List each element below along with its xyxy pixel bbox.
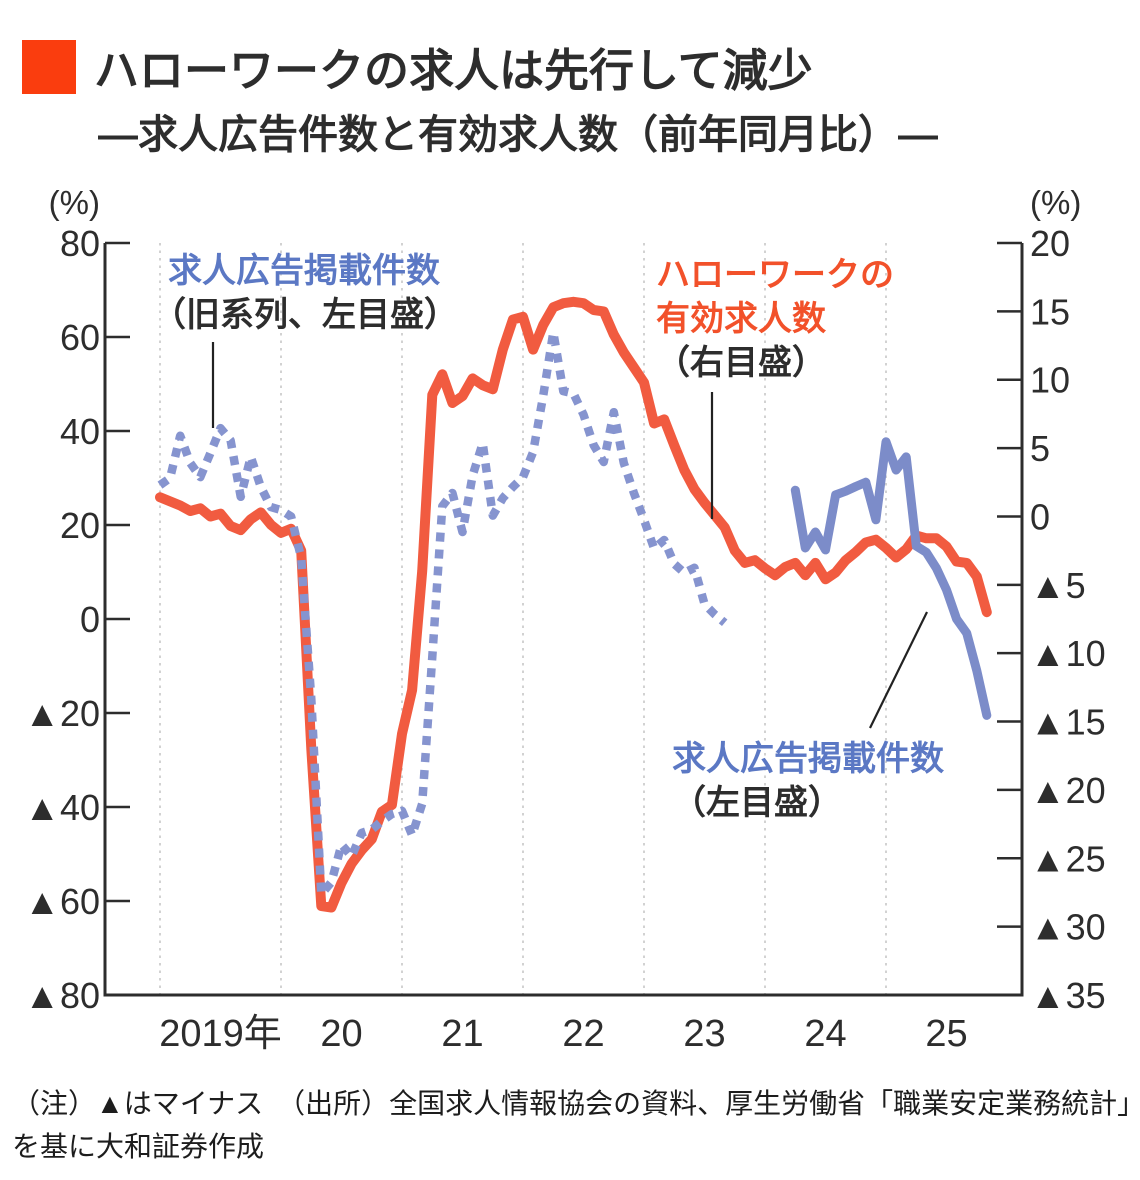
x-axis-label: 24 — [804, 1013, 846, 1055]
left-tick-label: ▲80 — [24, 975, 100, 1016]
right-tick-label: 5 — [1030, 428, 1050, 469]
right-tick-label: ▲5 — [1030, 565, 1086, 606]
right-tick-label: ▲15 — [1030, 702, 1106, 743]
series-job-ads-new-line — [790, 437, 992, 720]
footnote-line-1: （注）▲はマイナス （出所）全国求人情報協会の資料、厚生労働省「職業安定業務統計… — [12, 1088, 1140, 1119]
series-hw-effective-openings-line — [155, 296, 992, 913]
right-tick-label: ▲10 — [1030, 633, 1106, 674]
right-tick-label: ▲25 — [1030, 838, 1106, 879]
annotation-connector-line — [869, 611, 928, 729]
series-job-ads-old-line — [157, 328, 728, 899]
x-axis-label: 23 — [683, 1013, 725, 1055]
left-tick-label: 0 — [80, 599, 100, 640]
left-tick-label: ▲60 — [24, 881, 100, 922]
right-tick-label: 0 — [1030, 496, 1050, 537]
left-tick-label: 20 — [60, 505, 100, 546]
footnote-line-2: を基に大和証券作成 — [12, 1131, 265, 1163]
right-tick-label: 15 — [1030, 291, 1070, 332]
title-accent-square — [22, 40, 76, 94]
left-tick-label: ▲40 — [24, 787, 100, 828]
right-tick-label: ▲35 — [1030, 975, 1106, 1016]
page-title: ハローワークの求人は先行して減少 — [94, 45, 813, 96]
left-axis-unit: (%) — [49, 184, 100, 221]
right-tick-label: ▲20 — [1030, 770, 1106, 811]
label-new-series-1: 求人広告掲載件数 — [672, 740, 944, 778]
label-hw-3: （右目盛） — [656, 343, 826, 382]
x-axis-label: 21 — [441, 1013, 483, 1055]
right-tick-label: 10 — [1030, 360, 1070, 401]
x-axis-label: 20 — [320, 1013, 362, 1055]
x-axis-label: 22 — [562, 1013, 604, 1055]
x-axis-label: 2019年 — [159, 1013, 282, 1055]
label-old-series-1: 求人広告掲載件数 — [168, 252, 440, 290]
footnote: （注）▲はマイナス （出所）全国求人情報協会の資料、厚生労働省「職業安定業務統計… — [12, 1082, 1140, 1169]
chart-subtitle: ―求人広告件数と有効求人数（前年同月比）― — [98, 113, 938, 157]
left-tick-label: ▲20 — [24, 693, 100, 734]
left-tick-label: 80 — [60, 223, 100, 264]
label-old-series-2: （旧系列、左目盛） — [152, 295, 458, 334]
x-axis-label: 25 — [925, 1013, 967, 1055]
label-new-series-2: （左目盛） — [672, 783, 842, 822]
label-hw-2: 有効求人数 — [656, 300, 826, 338]
label-hw-1: ハローワークの — [656, 256, 894, 294]
right-axis-unit: (%) — [1030, 184, 1081, 221]
right-tick-label: 20 — [1030, 223, 1070, 264]
axis-frame — [103, 243, 1024, 997]
right-tick-label: ▲30 — [1030, 907, 1106, 948]
left-tick-label: 40 — [60, 411, 100, 452]
left-tick-label: 60 — [60, 317, 100, 358]
